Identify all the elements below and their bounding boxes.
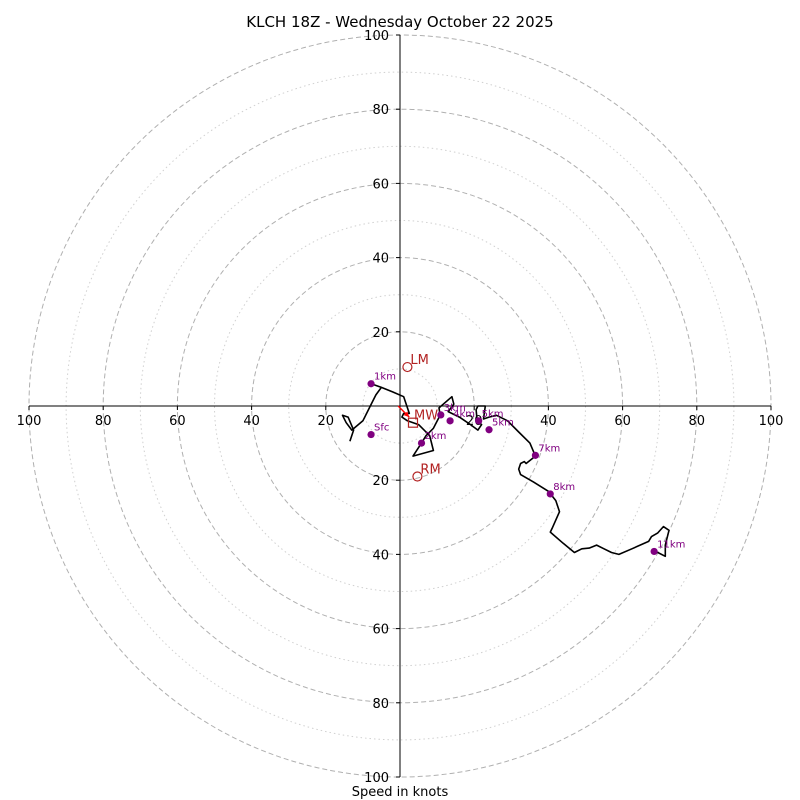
height-marker-11km <box>650 547 658 556</box>
x-tick-label-neg-100: 100 <box>17 414 42 429</box>
y-tick-label-80: 80 <box>372 103 389 118</box>
motion-label-MW: MW <box>414 409 438 424</box>
y-tick-label-neg-100: 100 <box>364 771 389 786</box>
height-label-1km: 1km <box>374 372 396 383</box>
chart-title: KLCH 18Z - Wednesday October 22 2025 <box>246 13 553 31</box>
height-label-5km: 5km <box>482 409 504 420</box>
height-marker-7km <box>531 451 540 459</box>
height-marker-Sfc <box>367 430 375 439</box>
height-marker-1km <box>367 380 375 388</box>
height-marker-8km <box>546 490 554 498</box>
height-marker-5km <box>485 426 493 434</box>
motion-marker-LM <box>402 361 413 373</box>
height-label-4km: 4km <box>453 409 475 420</box>
x-tick-label-80: 80 <box>689 414 706 429</box>
x-tick-label-40: 40 <box>540 414 557 429</box>
height-marker-4km <box>446 417 454 425</box>
axes-layer <box>29 35 771 777</box>
y-tick-label-neg-20: 20 <box>372 474 389 489</box>
height-marker-2km <box>417 439 426 447</box>
y-tick-label-20: 20 <box>372 326 389 341</box>
motion-label-LM: LM <box>410 353 428 368</box>
x-tick-label-60: 60 <box>614 414 631 429</box>
height-label-Sfc: Sfc <box>374 423 389 434</box>
x-tick-label-100: 100 <box>759 414 784 429</box>
height-label-2km: 2km <box>425 431 447 442</box>
height-marker-3km <box>437 411 445 419</box>
mean-wind-arrow-head <box>403 411 410 418</box>
height-label-5km: 5km <box>492 418 514 429</box>
y-tick-label-40: 40 <box>372 252 389 267</box>
height-label-3km: 3km <box>444 403 466 414</box>
x-tick-label-neg-60: 60 <box>169 414 186 429</box>
height-label-7km: 7km <box>538 443 560 454</box>
height-label-11km: 11km <box>657 539 685 550</box>
motion-label-RM: RM <box>420 462 440 477</box>
y-tick-label-neg-60: 60 <box>372 623 389 638</box>
y-tick-label-neg-40: 40 <box>372 548 389 563</box>
y-tick-label-neg-80: 80 <box>372 697 389 712</box>
y-tick-label-60: 60 <box>372 177 389 192</box>
mean-wind-marker <box>407 417 419 428</box>
hodograph-trace <box>341 382 670 558</box>
hodograph-trace-layer <box>341 382 670 558</box>
y-tick-label-100: 100 <box>364 29 389 44</box>
height-marker-5km <box>475 417 483 425</box>
height-label-8km: 8km <box>553 482 575 493</box>
storm-motion-layer: LM RM MW <box>397 353 441 482</box>
x-axis-label: Speed in knots <box>352 785 449 800</box>
tick-labels: 100 100 100 100 80 80 80 80 60 60 60 60 40 40 40 40 20 20… <box>17 29 784 786</box>
motion-marker-RM <box>412 471 423 482</box>
x-tick-label-neg-80: 80 <box>95 414 112 429</box>
x-tick-label-neg-20: 20 <box>318 414 335 429</box>
x-tick-label-neg-40: 40 <box>243 414 260 429</box>
